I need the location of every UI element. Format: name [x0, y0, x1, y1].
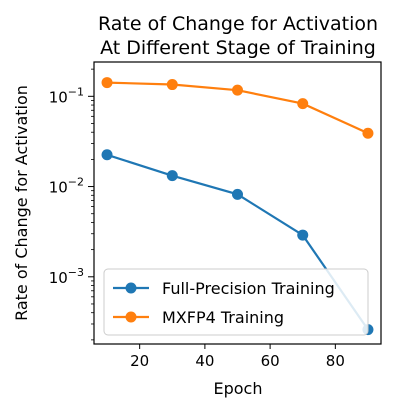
- series-layer: [101, 77, 374, 336]
- x-tick-label-2: 60: [261, 352, 280, 370]
- chart-title-line-2: At Different Stage of Training: [100, 37, 376, 59]
- data-point-1-4: [362, 127, 374, 139]
- x-tick-label-3: 80: [326, 352, 345, 370]
- legend: Full-Precision Training MXFP4 Training: [103, 268, 369, 336]
- x-axis-ticks: 20 40 60 80: [130, 344, 345, 370]
- data-point-0-2: [232, 188, 243, 200]
- data-point-0-1: [166, 170, 178, 182]
- data-point-1-2: [232, 84, 243, 96]
- legend-box: [103, 268, 369, 336]
- y-axis-label: Rate of Change for Activation: [12, 85, 31, 321]
- x-axis-label: Epoch: [214, 379, 263, 398]
- data-point-0-3: [297, 229, 309, 241]
- plot-frame: [93, 61, 382, 345]
- y-tick-label-1: 10−2: [49, 176, 84, 197]
- legend-label-mxfp4: MXFP4 Training: [162, 308, 284, 327]
- y-tick-label-2: 10−3: [49, 266, 84, 287]
- chart-title-line-1: Rate of Change for Activation: [98, 13, 378, 35]
- x-tick-label-1: 40: [195, 352, 214, 370]
- data-point-0-0: [101, 149, 113, 161]
- data-point-1-0: [101, 77, 113, 89]
- data-point-1-3: [297, 98, 309, 110]
- y-axis-ticks: 10−1 10−2 10−3: [49, 68, 94, 341]
- legend-marker-full-precision: [125, 282, 137, 294]
- x-tick-label-0: 20: [130, 352, 149, 370]
- data-point-1-1: [166, 79, 178, 91]
- y-tick-label-0: 10−1: [49, 85, 84, 106]
- legend-label-full-precision: Full-Precision Training: [162, 279, 335, 298]
- legend-marker-mxfp4: [125, 311, 137, 323]
